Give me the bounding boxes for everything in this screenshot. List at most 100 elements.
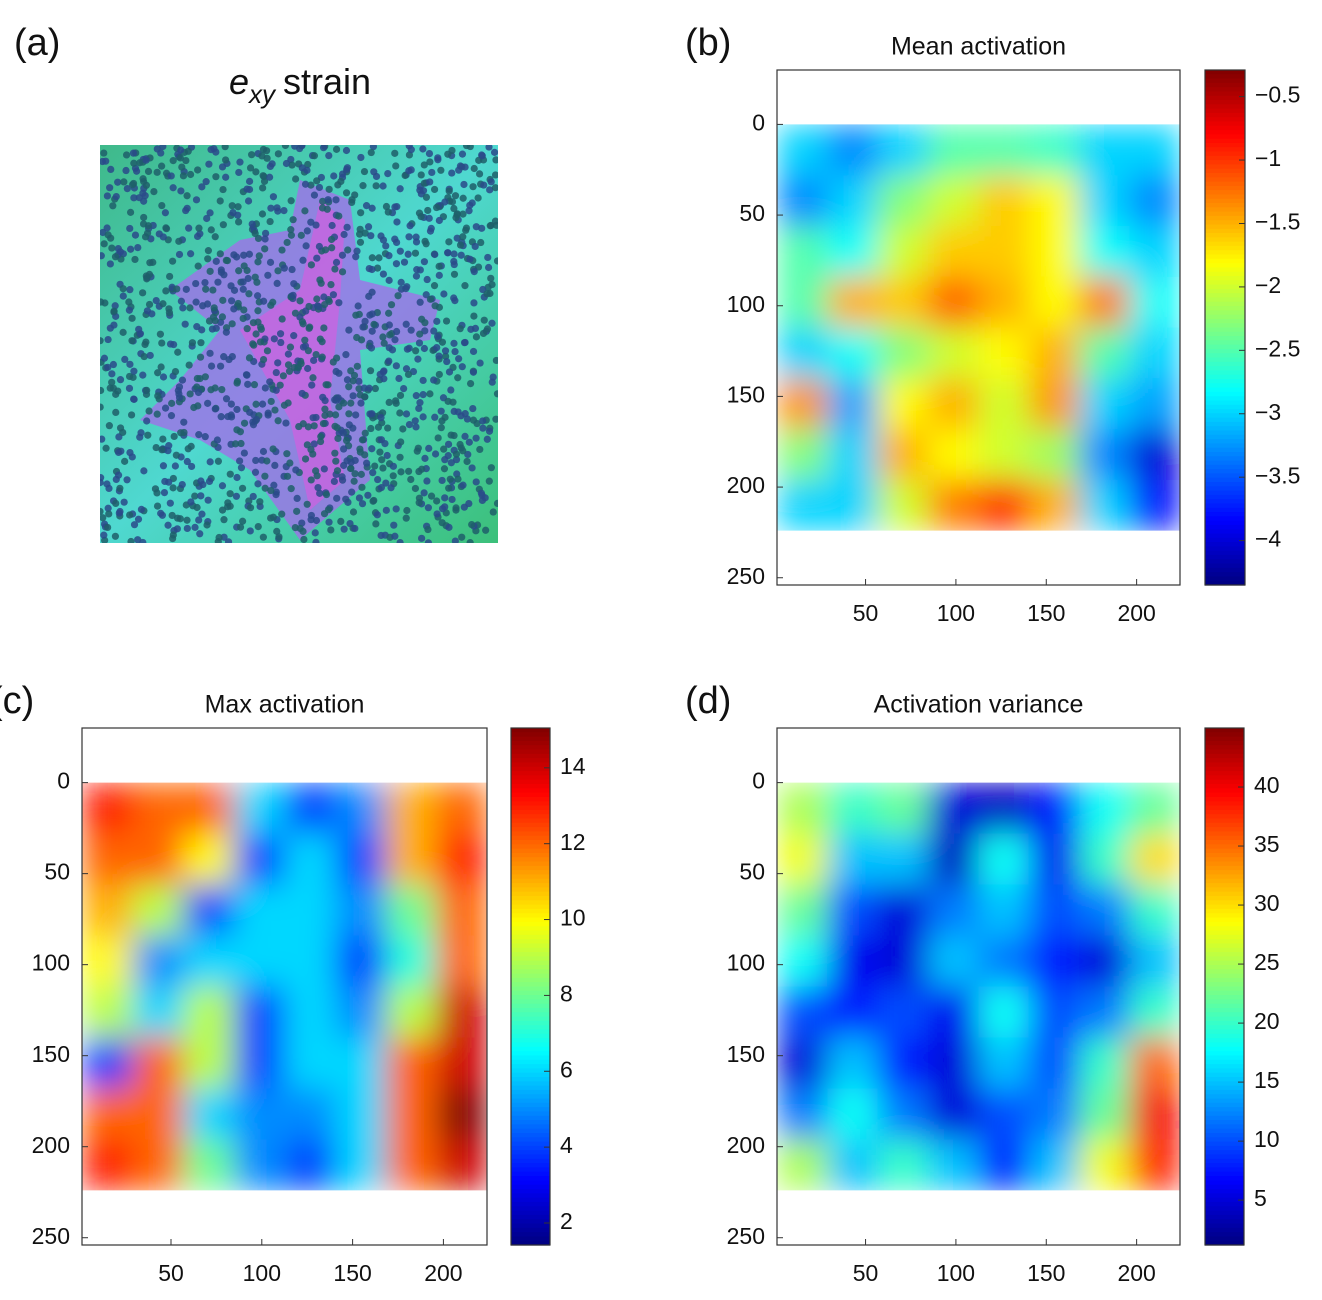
colorbar-slice	[1205, 112, 1245, 118]
colorbar-slice	[1205, 430, 1245, 436]
particle	[437, 166, 445, 174]
particle	[256, 338, 265, 346]
particle	[297, 360, 305, 368]
colorbar-slice	[1205, 1072, 1244, 1078]
colorbar-slice	[511, 796, 550, 802]
particle	[219, 296, 227, 304]
particle	[111, 302, 119, 310]
particle	[139, 371, 147, 379]
particle	[104, 363, 112, 371]
particle	[393, 203, 401, 211]
particle	[348, 488, 356, 496]
heatmap-cell	[385, 935, 437, 987]
colorbar-slice	[511, 835, 550, 841]
particle	[139, 220, 148, 228]
particle	[102, 444, 110, 452]
particle	[330, 477, 338, 486]
heatmap-cell	[827, 175, 879, 227]
colorbar-slice	[1205, 926, 1244, 932]
particle	[353, 333, 361, 342]
particle	[261, 245, 269, 253]
particle	[446, 475, 454, 483]
particle	[447, 459, 455, 467]
particle	[438, 476, 446, 485]
particle	[228, 202, 236, 210]
particle	[146, 259, 154, 267]
colorbar-tick-label: 8	[560, 980, 573, 1006]
particle	[391, 336, 399, 344]
colorbar-slice	[511, 973, 550, 979]
particle	[219, 185, 227, 194]
particle	[185, 361, 193, 369]
heatmap-cell	[82, 986, 134, 1038]
colorbar-slice	[1205, 1206, 1244, 1212]
heatmap-cell	[978, 429, 1030, 481]
heatmap-cell	[82, 1088, 134, 1140]
particle	[445, 238, 453, 246]
particle	[430, 185, 439, 194]
colorbar-slice	[1205, 1120, 1244, 1125]
particle	[169, 534, 177, 543]
particle	[141, 233, 150, 241]
colorbar-slice	[1205, 1240, 1244, 1246]
particle	[342, 495, 350, 503]
colorbar-slice	[1205, 1158, 1244, 1164]
colorbar-slice	[511, 861, 550, 867]
particle	[319, 197, 327, 205]
particle	[181, 320, 189, 328]
colorbar-slice	[1205, 456, 1245, 462]
particle	[272, 368, 280, 377]
heatmap-cell	[436, 935, 487, 987]
heatmap-cell	[132, 884, 184, 937]
heatmap-cell	[827, 479, 879, 531]
particle	[216, 362, 225, 370]
particle	[266, 162, 274, 171]
colorbar-slice	[1205, 1150, 1244, 1156]
heatmap-cell	[1079, 782, 1131, 835]
particle	[379, 333, 387, 341]
colorbar-slice	[1205, 142, 1245, 148]
particle	[385, 398, 393, 406]
particle	[412, 272, 421, 280]
colorbar-slice	[1205, 857, 1244, 863]
particle	[423, 477, 431, 485]
particle	[349, 392, 357, 400]
particle	[229, 209, 237, 217]
colorbar-slice	[511, 1085, 550, 1091]
particle	[303, 441, 311, 449]
heatmap-cell	[1028, 935, 1080, 987]
colorbar-slice	[1205, 1020, 1244, 1026]
particle	[468, 464, 476, 472]
colorbar-slice	[1205, 1176, 1244, 1181]
particle	[272, 386, 280, 394]
colorbar-slice	[1205, 939, 1244, 945]
heatmap-cell	[1129, 479, 1180, 531]
particle	[357, 399, 365, 407]
particle	[100, 354, 109, 362]
particle	[493, 390, 498, 398]
particle	[487, 464, 495, 472]
y-tick-label: 100	[32, 950, 70, 976]
heatmap-cell	[777, 782, 828, 835]
y-tick-label: 150	[32, 1041, 70, 1067]
colorbar-slice	[1205, 784, 1244, 789]
particle	[296, 297, 304, 305]
particle	[128, 453, 136, 461]
particle	[455, 166, 463, 174]
particle	[205, 160, 213, 168]
heatmap-cell	[827, 1037, 879, 1089]
colorbar-slice	[1205, 848, 1244, 854]
particle	[153, 145, 161, 153]
colorbar-tick-label: −0.5	[1255, 82, 1300, 108]
particle	[338, 473, 346, 481]
particle	[100, 435, 106, 443]
heatmap-cell	[777, 833, 828, 886]
particle	[197, 492, 205, 500]
colorbar-tick-label: 12	[560, 829, 586, 855]
colorbar-slice	[1205, 986, 1244, 992]
particle	[274, 150, 282, 158]
particle	[340, 230, 348, 239]
colorbar-slice	[511, 878, 550, 884]
colorbar-slice	[1205, 1184, 1244, 1190]
particle	[349, 508, 358, 516]
